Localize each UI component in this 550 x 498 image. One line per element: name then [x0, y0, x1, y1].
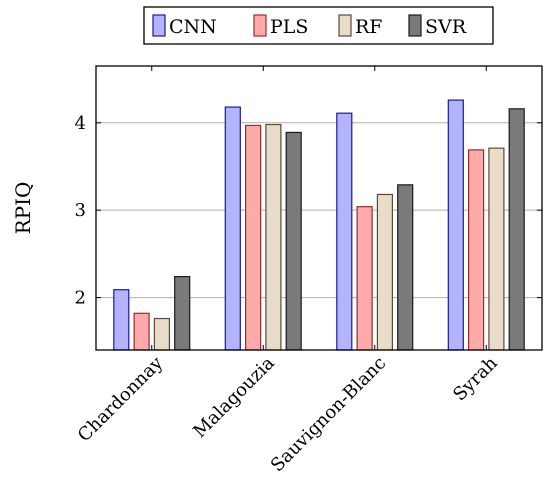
bar-pls-malagouzia [245, 124, 262, 351]
y-axis-label: RPIQ [11, 182, 35, 235]
legend-swatch-pls [253, 14, 267, 37]
plot-area-frame [95, 65, 543, 351]
bar-rf-syrah [488, 147, 505, 351]
bar-cnn-sauvignon-blanc [336, 112, 353, 351]
legend-swatch-cnn [152, 14, 166, 37]
bar-rf-malagouzia [265, 123, 282, 351]
bar-svr-malagouzia [285, 131, 302, 351]
legend-box [143, 6, 494, 45]
bar-pls-sauvignon-blanc [356, 206, 373, 351]
legend: CNN PLS RF SVR [143, 6, 494, 45]
bar-group [113, 99, 525, 351]
y-tick-label: 4 [75, 113, 86, 134]
x-category-label: Sauvignon-Blanc [267, 353, 390, 476]
bar-cnn-malagouzia [224, 106, 241, 351]
legend-label-cnn: CNN [169, 16, 217, 38]
bar-svr-sauvignon-blanc [397, 184, 414, 351]
legend-swatch-svr [408, 14, 422, 37]
y-tick-label: 3 [75, 200, 86, 221]
bar-cnn-chardonnay [113, 289, 130, 351]
bar-cnn-syrah [447, 99, 464, 351]
bar-svr-syrah [508, 108, 525, 351]
legend-label-rf: RF [355, 16, 383, 38]
bar-rf-sauvignon-blanc [376, 193, 393, 351]
bar-rf-chardonnay [153, 317, 170, 351]
legend-label-svr: SVR [425, 16, 467, 38]
bar-svr-chardonnay [174, 275, 191, 351]
grid-lines [96, 122, 542, 299]
x-category-label: Syrah [449, 352, 502, 405]
x-category-label: Malagouzia [189, 352, 279, 442]
x-category-label: Chardonnay [74, 352, 168, 446]
legend-swatch-rf [338, 14, 352, 37]
bar-pls-syrah [468, 149, 485, 351]
y-tick-label: 2 [75, 288, 86, 309]
bar-pls-chardonnay [133, 312, 150, 351]
legend-label-pls: PLS [270, 16, 308, 38]
